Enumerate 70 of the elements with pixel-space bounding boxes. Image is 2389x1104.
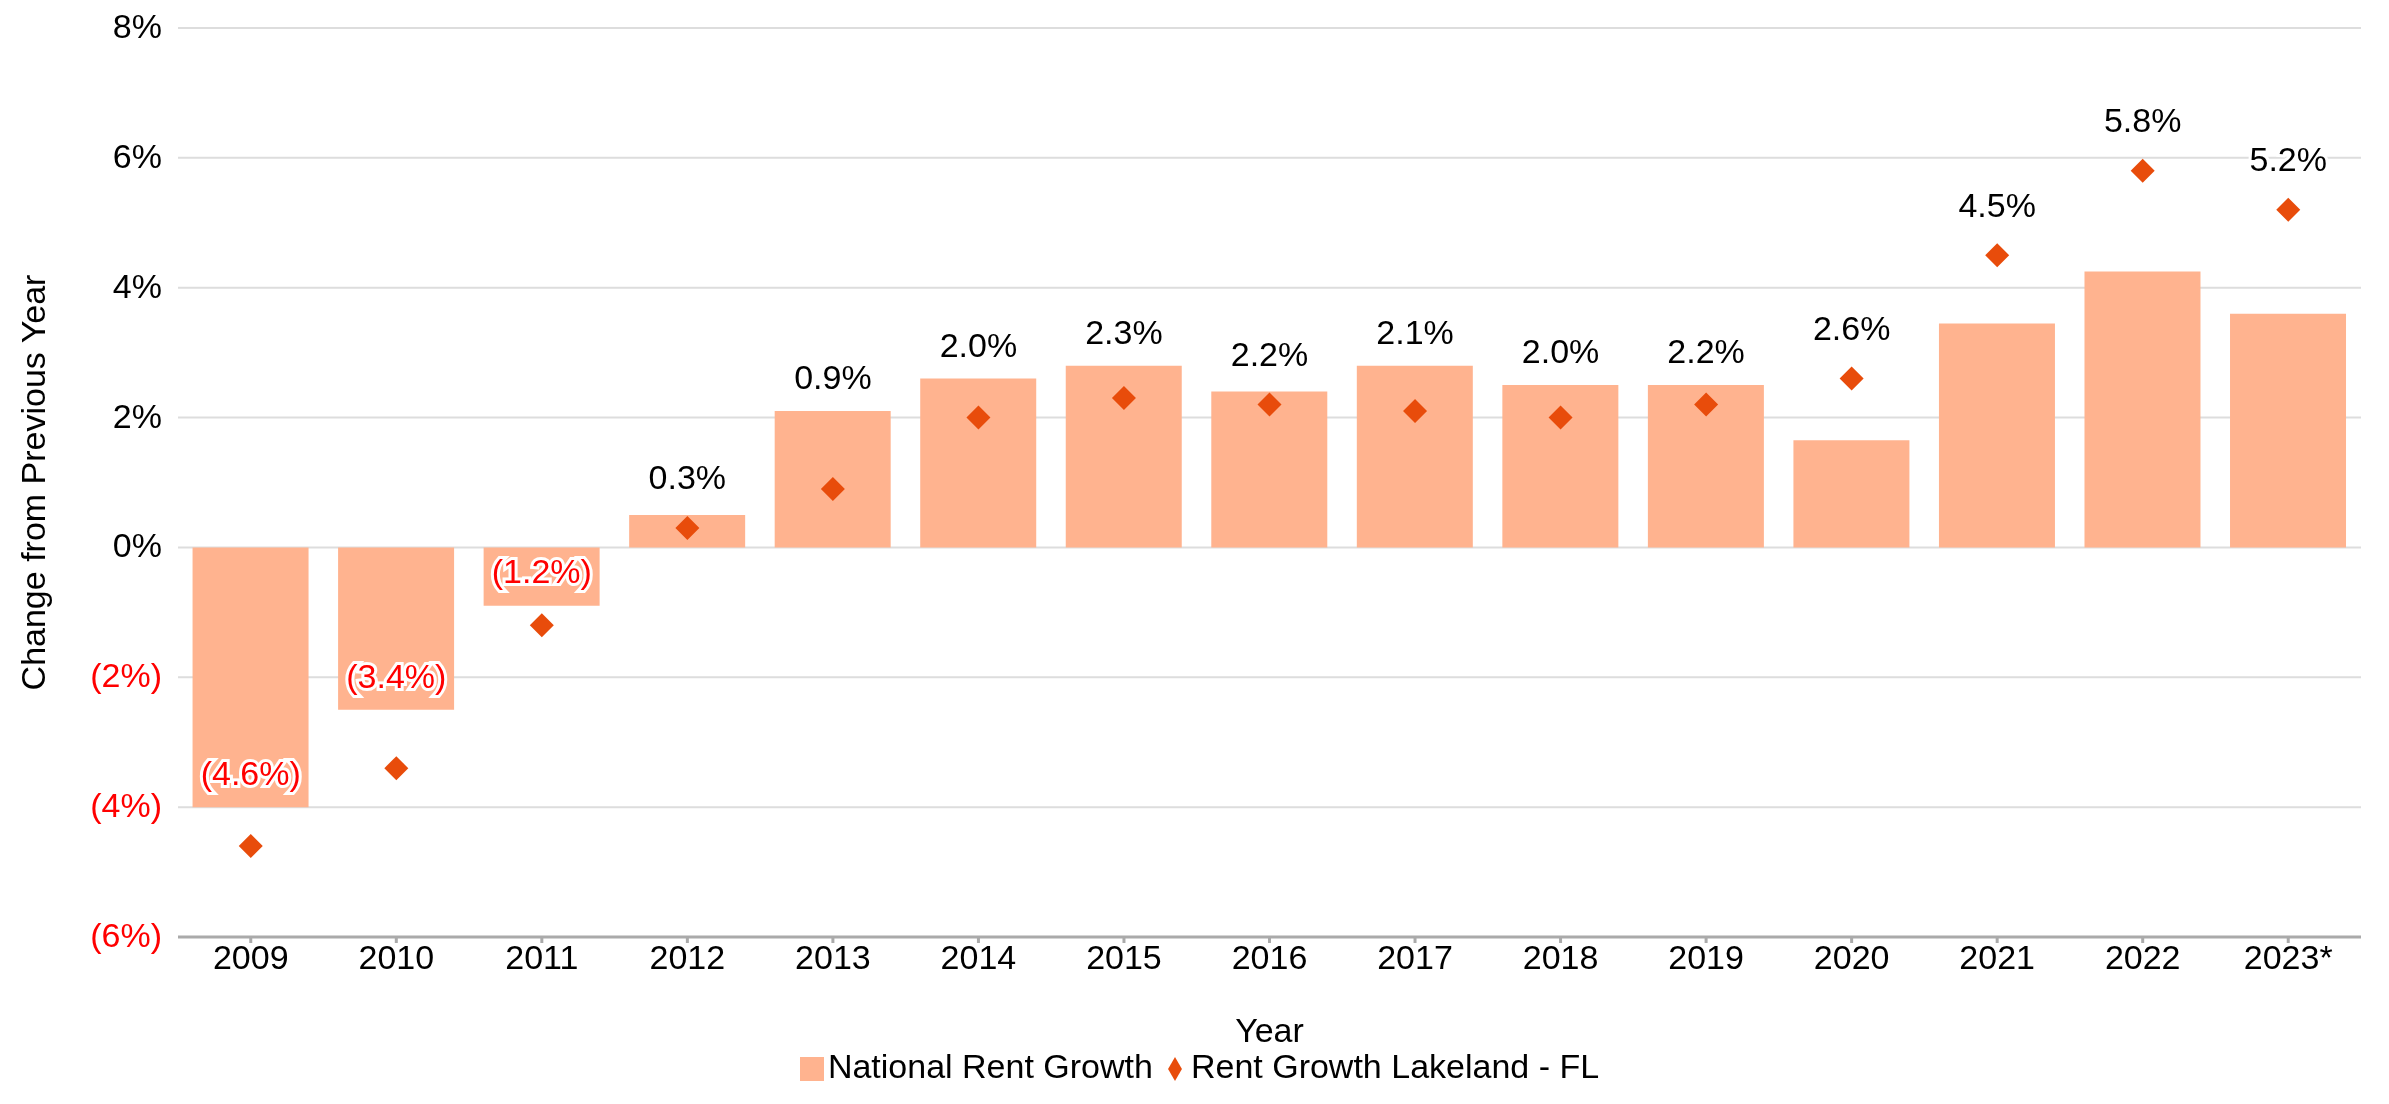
legend-label: Rent Growth Lakeland - FL [1190, 1047, 1600, 1085]
point [675, 515, 700, 540]
bar [629, 514, 746, 548]
data-label: 2.2% [1667, 331, 1745, 370]
bar [2230, 313, 2347, 548]
y-tick-label: (6%) [90, 916, 162, 954]
point [966, 405, 991, 430]
bar [1502, 385, 1619, 548]
data-label: 5.8% [2103, 101, 2182, 140]
point [1111, 386, 1136, 411]
bar [1793, 440, 1910, 548]
point [1403, 399, 1428, 424]
y-axis-title: Change from Previous Year [14, 274, 53, 691]
data-label: (3.4%) [346, 656, 447, 695]
y-tick-label: 0% [112, 526, 162, 565]
data-label: 2.1% [1376, 312, 1454, 351]
y-tick-label: 6% [112, 136, 162, 175]
x-tick-label: 2016 [1231, 938, 1308, 977]
point [2130, 158, 2155, 183]
data-label: 2.3% [1085, 312, 1163, 351]
y-tick-label: (2%) [90, 656, 162, 695]
x-tick-label: 2011 [505, 938, 579, 977]
point [384, 756, 409, 781]
bar [1356, 365, 1473, 548]
y-tick-label: 4% [112, 266, 162, 305]
x-tick-label: 2020 [1813, 938, 1890, 977]
y-tick-label: (4%) [90, 786, 162, 825]
x-tick-label: 2015 [1086, 938, 1162, 977]
data-label: 5.2% [2249, 140, 2327, 179]
point [1257, 392, 1282, 417]
data-label: 2.0% [1521, 331, 1600, 370]
x-tick-label: 2012 [649, 938, 726, 977]
x-tick-label: 2013 [795, 938, 871, 977]
data-label: (1.2%) [491, 552, 592, 591]
point [1548, 405, 1573, 430]
x-tick-label: 2010 [358, 938, 435, 977]
point [1839, 366, 1864, 391]
bar [1065, 365, 1182, 548]
data-label: 2.0% [939, 325, 1018, 364]
x-axis-title: Year [1235, 1011, 1304, 1049]
point [820, 476, 845, 501]
x-tick-label: 2023* [2243, 938, 2333, 977]
y-tick-label: 8% [112, 7, 162, 45]
legend-label: National Rent Growth [827, 1047, 1153, 1085]
point [238, 834, 263, 859]
x-tick-label: 2014 [940, 938, 1017, 977]
x-tick-label: 2019 [1668, 938, 1744, 977]
point [2276, 197, 2301, 222]
x-tick-label: 2018 [1522, 938, 1599, 977]
point [1985, 243, 2010, 268]
bar [192, 547, 309, 808]
data-label: 2.6% [1812, 309, 1891, 348]
y-tick-label: 2% [112, 396, 162, 435]
bar [1938, 323, 2055, 548]
bar [920, 378, 1037, 548]
x-tick-label: 2017 [1377, 938, 1453, 977]
data-label: (4.6%) [200, 753, 301, 792]
bar [1211, 391, 1328, 548]
data-label: 0.9% [794, 358, 872, 397]
point [1694, 392, 1719, 417]
data-label: 4.5% [1958, 185, 2036, 224]
x-tick-label: 2021 [1959, 938, 2035, 977]
bar [1647, 385, 1764, 548]
bar [2084, 271, 2201, 548]
bar [774, 411, 891, 548]
data-label: 2.2% [1230, 335, 1309, 374]
x-tick-label: 2009 [212, 938, 289, 977]
data-label: 0.3% [648, 458, 727, 497]
point [529, 613, 554, 638]
x-tick-label: 2022 [2104, 938, 2181, 977]
